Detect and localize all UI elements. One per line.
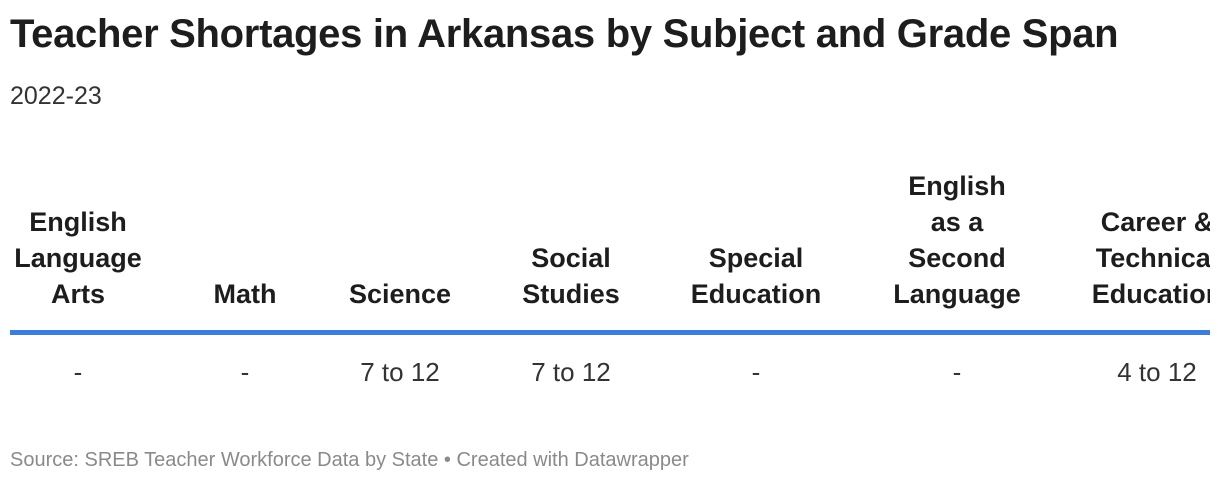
column-header: Career & Technical Education [1088,168,1210,335]
table-cell: - [952,356,962,387]
header-row: English Language Arts Math Science Social S… [10,168,1210,335]
title: Teacher Shortages in Arkansas by Subject… [10,12,1119,56]
column-header: Special Education [686,168,826,335]
column-header: Social Studies [456,168,686,335]
column-header-text: Social Studies [522,243,620,309]
table: English Language Arts Math Science Social S… [10,168,1210,409]
column-header-text: English Language Arts [14,207,142,309]
column-header-text: Career & Technical Education [1091,207,1210,309]
table-cell: 7 to 12 [360,356,440,387]
table-cell: - [73,356,83,387]
table-cell: 4 to 12 [1117,356,1197,387]
column-header-text: Special Education [690,243,822,309]
table-cell: - [751,356,761,387]
table-cell: - [240,356,250,387]
column-header-text: English as a Second Language [893,171,1021,309]
column-header-text: Science [348,279,452,309]
table-wrapper: English Language Arts Math Science Social S… [10,168,1210,409]
column-header: Math [146,168,344,335]
column-header: English as a Second Language [826,168,1088,335]
source-note: Source: SREB Teacher Workforce Data by S… [10,449,689,471]
table-row: - - 7 to 12 7 to 12 - - 4 to 12 [10,333,1210,410]
column-header-text: Math [213,279,277,309]
column-header: Science [344,168,456,335]
subtitle: 2022-23 [10,82,102,110]
table-cell: 7 to 12 [531,356,611,387]
column-header: English Language Arts [10,168,146,335]
table-body: - - 7 to 12 7 to 12 - - 4 to 12 [10,333,1210,410]
